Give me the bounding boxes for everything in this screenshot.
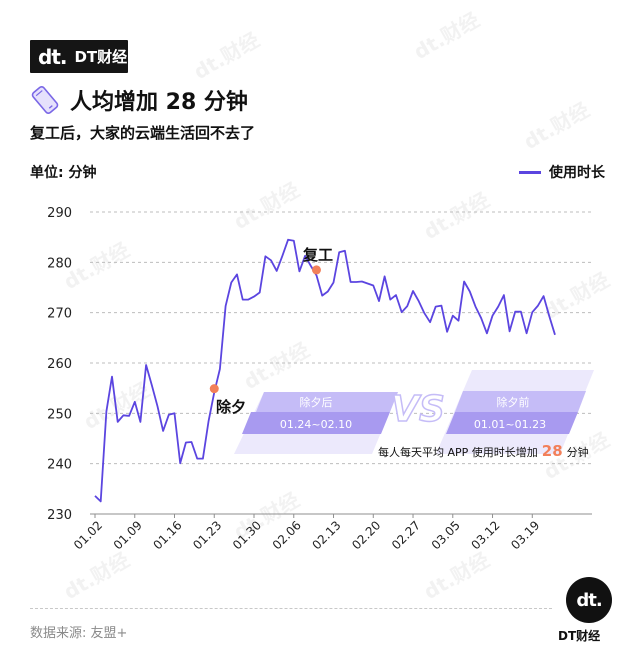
x-tick-label: 01.02 [71, 518, 105, 552]
x-tick-label: 03.19 [508, 518, 542, 552]
note-value: 28 [542, 442, 563, 460]
after-range: 01.24~02.10 [280, 418, 352, 431]
comparison-panel: 除夕后 01.24~02.10 除夕前 01.01~01.23 VS 每人每天平… [234, 370, 594, 460]
data-source: 数据来源: 友盟+ [30, 626, 128, 641]
unit-label: 单位: 分钟 [30, 165, 97, 181]
y-tick-label: 290 [47, 206, 72, 221]
vs-label: VS [391, 389, 445, 430]
before-title: 除夕前 [497, 395, 530, 409]
corner-logo: dt. [566, 577, 612, 623]
x-tick-label: 03.12 [468, 518, 502, 552]
marker-point [209, 384, 219, 394]
before-title-band [455, 391, 586, 412]
x-tick-label: 01.23 [190, 518, 224, 552]
x-tick-label: 02.13 [309, 518, 343, 552]
page-title: 人均增加 28 分钟 [70, 90, 248, 115]
fugong-label: 复工 [302, 246, 333, 264]
y-tick-label: 270 [47, 307, 72, 322]
page-subtitle: 复工后，大家的云端生活回不去了 [30, 124, 256, 142]
brand-logo: dt. [38, 44, 67, 69]
y-axis-labels: 230 240 250 260 270 280 290 [47, 206, 72, 523]
corner-brand-name: DT财经 [558, 629, 601, 643]
y-tick-label: 260 [47, 357, 72, 372]
x-tick-label: 01.09 [111, 518, 145, 552]
before-range: 01.01~01.23 [474, 418, 546, 431]
note-prefix: 每人每天平均 APP 使用时长增加 [378, 445, 538, 459]
brand-box: dt. DT财经 [30, 40, 128, 73]
before-range-band [446, 412, 578, 434]
y-tick-label: 250 [47, 407, 72, 422]
x-tick-label: 02.27 [389, 518, 423, 552]
brand-name: DT财经 [74, 48, 128, 66]
x-tick-label: 01.16 [150, 518, 184, 552]
x-axis [90, 513, 592, 518]
usage-duration-line [94, 238, 556, 503]
marker-point [311, 265, 321, 275]
y-tick-label: 280 [47, 256, 72, 271]
y-tick-label: 240 [47, 458, 72, 473]
y-tick-label: 230 [47, 508, 72, 523]
marked-points [209, 265, 321, 394]
footer-divider [30, 608, 552, 609]
title-row: 人均增加 28 分钟 [30, 84, 248, 116]
chuxi-label: 除夕 [216, 398, 246, 416]
legend-swatch [519, 170, 541, 174]
after-range-band [242, 412, 390, 434]
x-axis-labels: 01.02 01.09 01.16 01.23 01.30 02.06 02.13 02.20… [71, 518, 542, 552]
x-tick-label: 02.20 [349, 518, 383, 552]
after-title-band [256, 392, 398, 412]
brand-header: dt. DT财经 [30, 40, 128, 73]
legend-label: 使用时长 [549, 165, 605, 181]
x-tick-label: 03.05 [429, 518, 463, 552]
after-title: 除夕后 [300, 395, 333, 409]
x-tick-label: 01.30 [230, 518, 264, 552]
x-tick-label: 02.06 [270, 518, 304, 552]
increase-note: 每人每天平均 APP 使用时长增加 28 分钟 [378, 442, 589, 460]
phone-icon [31, 85, 59, 115]
note-suffix: 分钟 [567, 445, 589, 459]
legend: 使用时长 [519, 162, 605, 182]
